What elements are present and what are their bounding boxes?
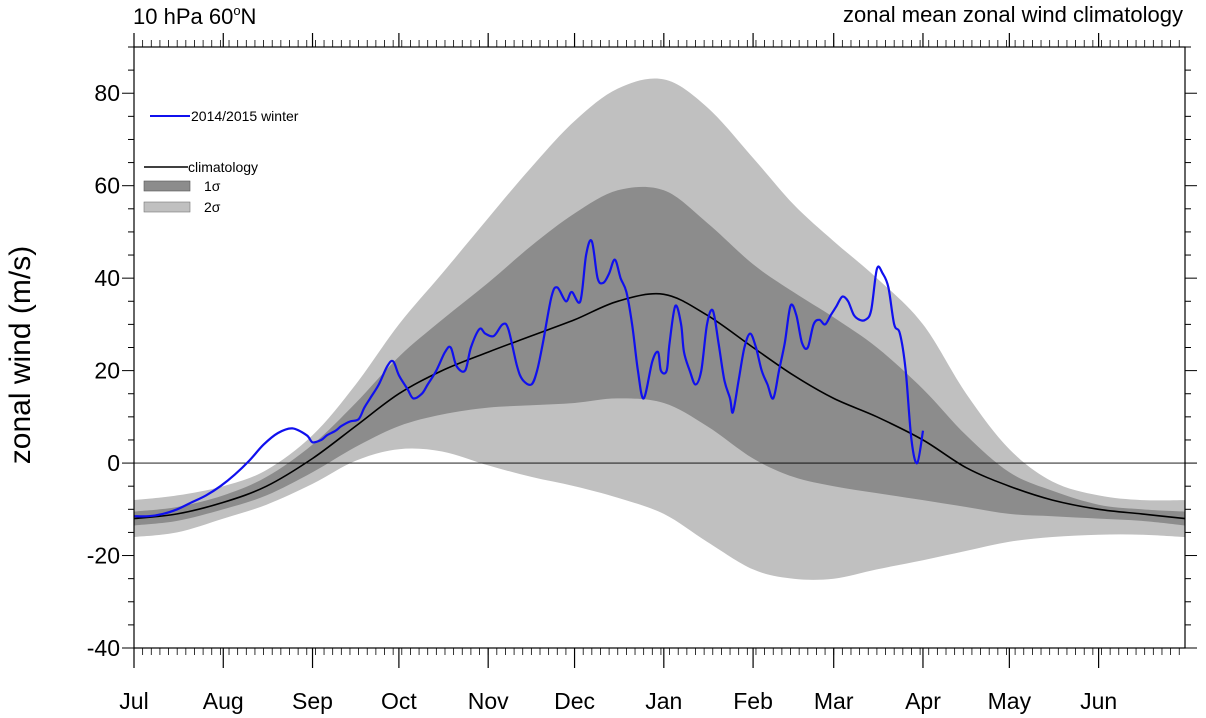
y-tick-label: 60: [94, 173, 120, 199]
legend-winter-label: 2014/2015 winter: [191, 108, 299, 124]
legend-sigma1-swatch: [143, 180, 191, 192]
x-tick-label: Mar: [814, 688, 854, 714]
x-tick-label: Jun: [1080, 688, 1117, 714]
x-tick-label: Jan: [645, 688, 682, 714]
y-tick-label: 0: [107, 450, 120, 476]
y-tick-label: 80: [94, 80, 120, 106]
x-tick-label: May: [988, 688, 1032, 714]
x-tick-label: Feb: [733, 688, 773, 714]
x-tick-label: Apr: [905, 688, 941, 714]
x-tick-label: Sep: [292, 688, 333, 714]
legend-sigma2-swatch: [143, 201, 191, 213]
plot-axes: -40 -20 0 20 40 60 80 Jul Aug Sep Oct Nov Dec Jan Feb M…: [87, 33, 1197, 714]
legend-sigma2-label: 2σ: [204, 199, 221, 215]
y-tick-label: 20: [94, 358, 120, 384]
x-tick-label: Dec: [554, 688, 595, 714]
climatology-line: [133, 292, 1186, 520]
chart-title-right: zonal mean zonal wind climatology: [843, 2, 1183, 27]
y-tick-label: -20: [87, 543, 120, 569]
x-tick-label: Jul: [119, 688, 148, 714]
x-tick-label: Oct: [381, 688, 417, 714]
sigma-bands: [134, 78, 1185, 580]
legend: 2014/2015 winter climatology 1σ 2σ: [143, 108, 299, 215]
y-tick-label: 40: [94, 265, 120, 291]
y-axis-label: zonal wind (m/s): [4, 246, 37, 464]
chart-title-left: 10 hPa 60oN: [133, 3, 256, 29]
winter-2014-2015-line: [133, 239, 925, 518]
legend-sigma1-label: 1σ: [204, 178, 221, 194]
x-tick-label: Nov: [468, 688, 509, 714]
x-tick-label: Aug: [203, 688, 244, 714]
legend-climatology-label: climatology: [188, 159, 258, 175]
y-tick-label: -40: [87, 635, 120, 661]
